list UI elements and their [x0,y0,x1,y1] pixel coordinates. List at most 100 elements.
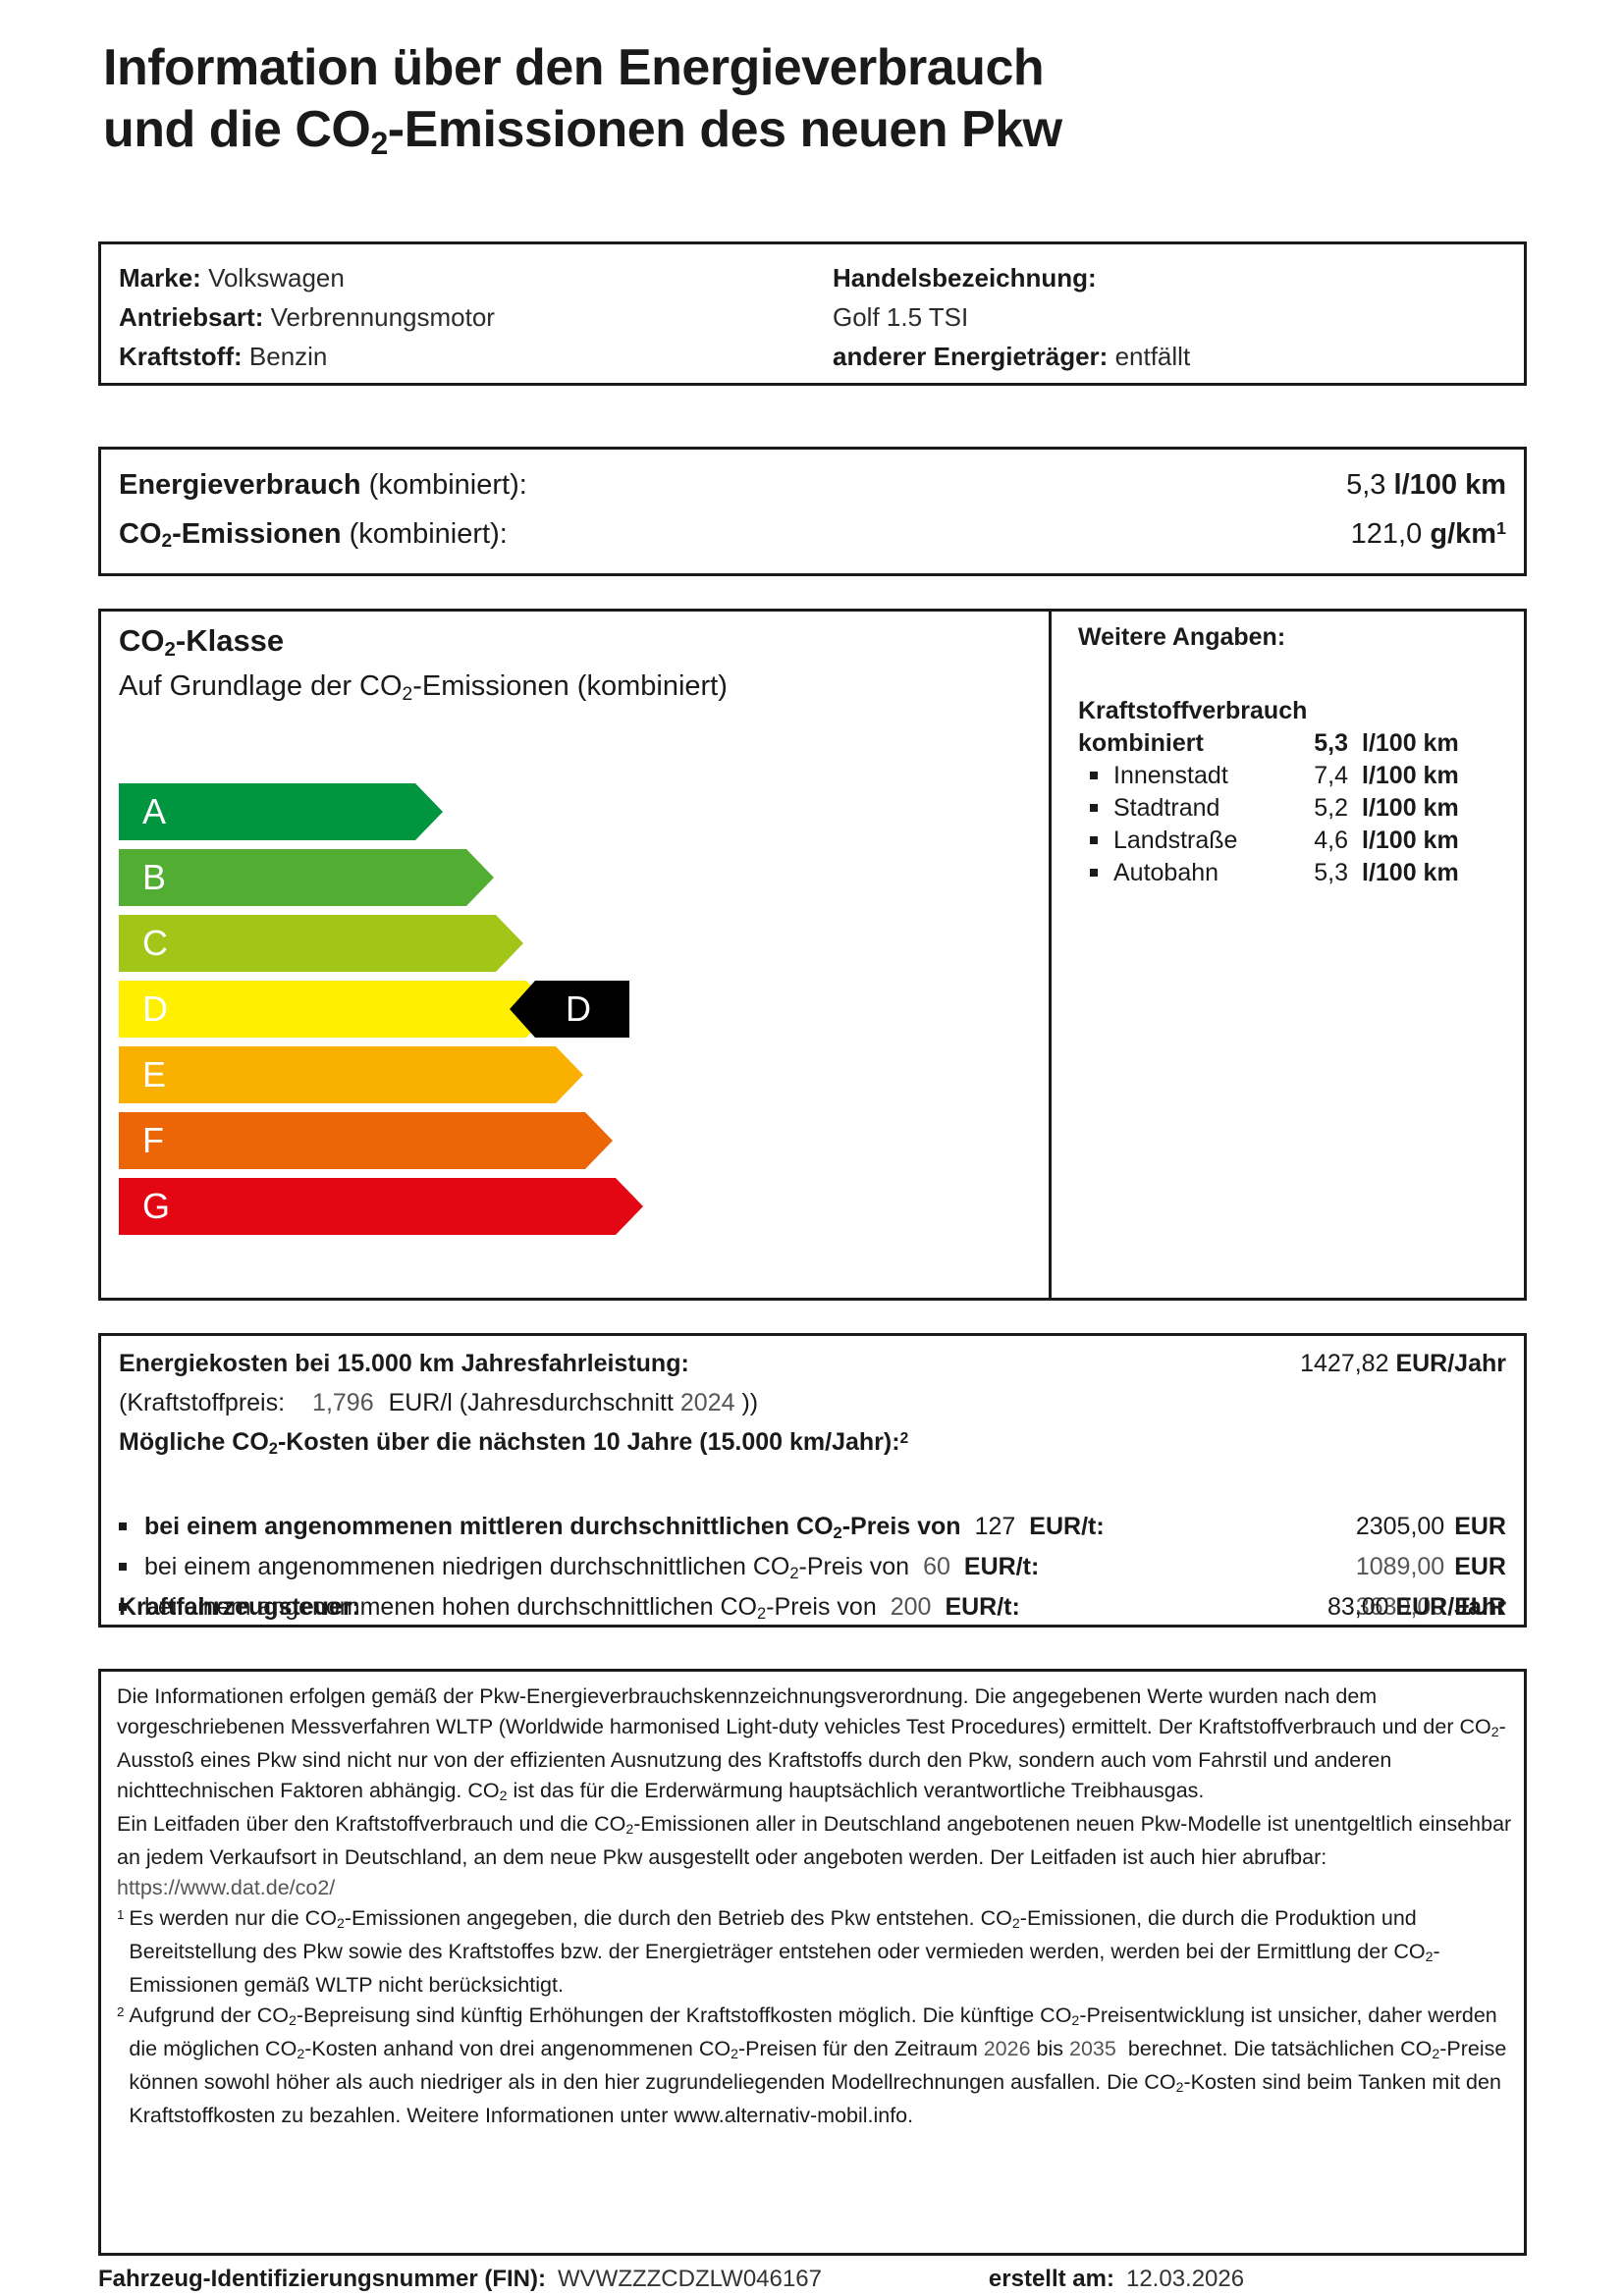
co2-price-scenario-subscript: 2 [789,1564,799,1582]
legal-n2-sub5: 2 [1432,2047,1440,2063]
page-title: Information über den Energieverbrauch un… [103,37,1527,162]
legal-n2-sub4: 2 [731,2047,738,2063]
co2-price-scenario-subscript: 2 [833,1523,842,1542]
co2-emissions-label-subscript: 2 [161,531,173,553]
fuel-price-rest: EUR/l (Jahresdurchschnitt [388,1389,674,1416]
co2-class-letter-e: E [142,1054,167,1095]
legal-text-box: Die Informationen erfolgen gemäß der Pkw… [98,1669,1527,2256]
legal-footnote-2-marker: 2 [117,2001,129,2131]
further-info-title: Weitere Angaben: [1078,623,1286,651]
co2-class-row-g: G [119,1178,1032,1235]
energy-consumption-row: Energieverbrauch (kombiniert): 5,3 l/100… [119,461,1506,508]
legal-n2-year-to: 2035 [1069,2037,1116,2060]
legal-n1-sub2: 2 [1011,1916,1020,1933]
bullet-square-icon [119,1603,127,1611]
vehicle-tax-label: Kraftfahrzeugsteuer: [119,1593,360,1621]
co2-emissions-label-rest: (kombiniert): [341,517,508,550]
vehicle-otherenergy-value: entfällt [1114,342,1191,371]
legal-p1-sub2: 2 [499,1789,508,1805]
legal-p2-part1: Ein Leitfaden über den Kraftstoffverbrau… [117,1812,626,1836]
legal-footnote-1-body: Es werden nur die CO2-Emissionen angegeb… [129,1903,1512,2001]
co2-class-arrow-f: F [119,1112,613,1169]
further-info-subtitle: Kraftstoffverbrauch [1078,697,1308,724]
co2-price-scenario-unit: EUR/t: [1029,1513,1105,1540]
legal-p1-part1: Die Informationen erfolgen gemäß der Pkw… [117,1684,1491,1738]
vehicle-brand-label: Marke: [119,263,201,293]
legal-n2-sub2: 2 [1071,2013,1080,2030]
created-label: erstellt am: [988,2266,1114,2292]
co2-class-letter-d: D [142,988,168,1029]
co2-price-scenario-row: bei einem angenommenen hohen durchschnit… [119,1593,1506,1623]
co2-class-heading-subscript: 2 [164,637,176,661]
legal-footnote-2-body: Aufgrund der CO2-Bepreisung sind künftig… [129,2001,1512,2131]
co2-price-scenario-row: bei einem angenommenen mittleren durchsc… [119,1513,1506,1542]
further-info-rows: Innenstadt 7,4 l/100 km Stadtrand 5,2 l/100 k… [1078,762,1510,887]
page-title-line2-prefix: und die CO [103,101,371,159]
co2-class-arrow-e: E [119,1046,583,1103]
co2-class-divider [1049,612,1052,1298]
legal-footnote-1-marker: 1 [117,1903,129,2001]
possible-co2-costs-subscript: 2 [268,1439,278,1458]
energy-consumption-value: 5,3 [1346,468,1386,501]
co2-class-selected-marker: D [510,981,629,1038]
footer: Fahrzeug-Identifizierungsnummer (FIN): W… [98,2266,1527,2293]
bullet-square-icon [1090,836,1098,844]
energy-cost-value: 1427,82 [1300,1350,1389,1377]
co2-price-scenario-unit: EUR/t: [945,1593,1020,1621]
co2-class-arrow-d: D [119,981,554,1038]
guideline-url-link[interactable]: https://www.dat.de/co2/ [117,1876,336,1899]
legal-paragraph-2: Ein Leitfaden über den Kraftstoffverbrau… [117,1809,1512,1903]
bullet-square-icon [1090,869,1098,877]
vehicle-drivetype-row: Antriebsart: Verbrennungsmotor [119,297,495,337]
page-title-line1: Information über den Energieverbrauch [103,37,1527,99]
legal-p1-part3: ist das für die Erderwärmung hauptsächli… [507,1779,1205,1802]
legal-n1-part2: -Emissionen angegeben, die durch den Bet… [344,1906,1012,1930]
vehicle-tax-value: 83,00 [1326,1593,1389,1621]
vehicle-tax-unit: EUR/Jahr [1395,1593,1506,1621]
fuel-price-year: 2024 [679,1389,735,1416]
legal-n2-part7: berechnet. Die tatsächlichen CO [1127,2037,1433,2060]
co2-class-subheading-subscript: 2 [402,683,413,705]
further-info-combined-name: kombiniert [1078,729,1204,757]
legal-n2-part5: -Preisen für den Zeitraum [737,2037,978,2060]
legal-paragraph-1: Die Informationen erfolgen gemäß der Pkw… [117,1682,1512,1809]
energy-consumption-value-group: 5,3 l/100 km [1346,469,1506,502]
further-info-panel: Weitere Angaben: Kraftstoffverbrauch kom… [1078,623,1510,887]
energy-cost-row: Energiekosten bei 15.000 km Jahresfahrle… [119,1350,1506,1378]
fuel-price-close: )) [741,1389,759,1416]
co2-class-letter-c: C [142,923,168,963]
vehicle-fuel-row: Kraftstoff: Benzin [119,337,495,376]
further-info-row-name: Landstraße [1078,827,1279,855]
co2-price-scenario-text-suffix: -Preis von [798,1553,910,1580]
vehicle-fuel-value: Benzin [248,342,328,371]
co2-class-row-e: E [119,1046,1032,1103]
vehicle-fuel-label: Kraftstoff: [119,342,243,371]
co2-class-arrow-g: G [119,1178,643,1235]
co2-class-box: CO2-Klasse Auf Grundlage der CO2-Emissio… [98,609,1527,1301]
co2-price-scenario-price: 60 [923,1553,950,1580]
vehicle-otherenergy-row: anderer Energieträger: entfällt [833,337,1190,376]
energy-cost-label: Energiekosten bei 15.000 km Jahresfahrle… [119,1350,689,1377]
further-info-row: Autobahn 5,3 l/100 km [1078,859,1510,887]
co2-class-letter-b: B [142,857,167,897]
further-info-row-value: 5,2 [1314,794,1348,822]
further-info-row-value: 5,3 [1314,859,1348,886]
vehicle-identity-box: Marke: Volkswagen Antriebsart: Verbrennu… [98,241,1527,386]
vehicle-brand-value: Volkswagen [208,263,345,293]
page-title-line2: und die CO2-Emissionen des neuen Pkw [103,99,1527,161]
co2-emissions-label-co: CO [119,517,162,550]
vehicle-tax-row: Kraftfahrzeugsteuer: 83,00 EUR/Jahr [119,1593,1506,1622]
fin-label: Fahrzeug-Identifizierungsnummer (FIN): [98,2266,546,2292]
legal-p1-sub1: 2 [1490,1725,1499,1741]
co2-price-scenario-price: 200 [890,1593,932,1621]
legal-footnote-2-marker-sup: 2 [117,2004,125,2020]
further-info-row: Stadtrand 5,2 l/100 km [1078,794,1510,823]
energy-consumption-label-rest: (kombiniert): [360,468,527,501]
legal-n2-part8: -Preise können sowohl höher als auch nie… [129,2037,1507,2094]
legal-n1-sub3: 2 [1425,1949,1434,1966]
further-info-row-name: Stadtrand [1078,794,1279,823]
legal-n2-part2: -Bepreisung sind künftig Erhöhungen der … [296,2003,1072,2027]
vehicle-right-column: Handelsbezeichnung: Golf 1.5 TSI anderer… [833,258,1190,376]
legal-n2-year-from: 2026 [983,2037,1031,2060]
